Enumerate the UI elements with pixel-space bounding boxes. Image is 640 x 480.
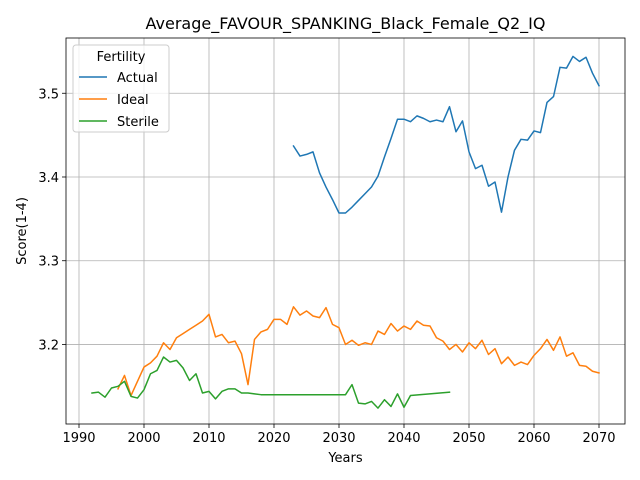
x-axis: 1990 2000 2010 2020 2030 2040 2050 2060 2070 — [62, 424, 616, 446]
x-tick-label: 2070 — [582, 431, 615, 446]
y-tick-label: 3.5 — [38, 87, 59, 102]
y-tick-label: 3.2 — [38, 338, 59, 353]
x-tick-label: 2010 — [192, 431, 225, 446]
x-tick-label: 2020 — [257, 431, 290, 446]
series-line-actual — [292, 55, 601, 214]
y-tick-label: 3.3 — [38, 255, 59, 270]
x-tick-label: 2050 — [452, 431, 485, 446]
series-lines — [91, 55, 601, 409]
series-line-sterile — [91, 356, 451, 409]
legend-title: Fertility — [97, 50, 146, 65]
y-axis-label: Score(1-4) — [15, 197, 30, 265]
x-axis-label: Years — [327, 451, 363, 466]
x-tick-label: 1990 — [62, 431, 95, 446]
x-tick-label: 2060 — [517, 431, 550, 446]
legend-items: Actual Ideal Sterile — [79, 71, 159, 130]
x-tick-label: 2040 — [387, 431, 420, 446]
legend-box — [72, 44, 170, 133]
y-tick-label: 3.4 — [38, 171, 59, 186]
legend-label-ideal: Ideal — [117, 93, 149, 108]
y-axis: 3.2 3.3 3.4 3.5 — [38, 87, 66, 353]
x-tick-label: 2030 — [322, 431, 355, 446]
series-line-ideal — [116, 306, 600, 397]
legend: Fertility Actual Ideal Sterile — [72, 44, 170, 133]
plot-frame — [65, 37, 626, 425]
x-tick-label: 2000 — [127, 431, 160, 446]
legend-label-actual: Actual — [117, 71, 158, 86]
legend-label-sterile: Sterile — [117, 115, 159, 130]
chart-title: Average_FAVOUR_SPANKING_Black_Female_Q2_… — [146, 14, 546, 34]
